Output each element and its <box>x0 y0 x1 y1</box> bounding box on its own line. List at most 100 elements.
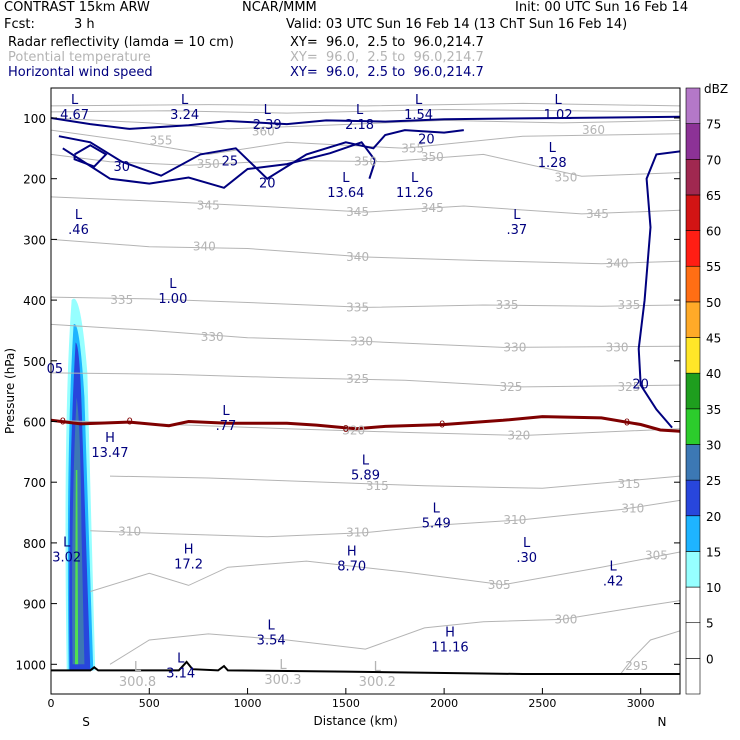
y-tick-label: 400 <box>23 294 46 308</box>
theta-contour-label: 310 <box>118 524 141 538</box>
field-name-wind: Horizontal wind speed <box>8 65 153 80</box>
colorbar-label: 25 <box>706 474 721 488</box>
org-label: NCAR/MMM <box>242 0 317 15</box>
colorbar-label: 30 <box>706 438 721 452</box>
extremum-value: 300.8 <box>119 675 156 690</box>
colorbar-unit: dBZ <box>704 82 728 96</box>
x-end-label-south: S <box>82 715 90 729</box>
extremum-marker: L <box>513 208 521 223</box>
freezing-level-label: 0 <box>60 417 66 428</box>
colorbar-label: 15 <box>706 545 721 559</box>
theta-contour-label: 335 <box>346 300 369 314</box>
colorbar-label: 70 <box>706 153 721 167</box>
extremum-marker: L <box>75 208 83 223</box>
freezing-level-line <box>51 415 680 433</box>
theta-contour-label: 350 <box>555 170 578 184</box>
y-tick-label: 800 <box>23 537 46 551</box>
x-tick-label: 3000 <box>627 697 655 710</box>
extremum-marker: L <box>222 404 230 419</box>
theta-contour-label: 335 <box>617 298 640 312</box>
y-tick-label: 700 <box>23 476 46 490</box>
field-xy-wind: XY= 96.0, 2.5 to 96.0,214.7 <box>290 65 484 80</box>
theta-contour-label: 340 <box>346 250 369 264</box>
theta-contour-line <box>51 108 680 114</box>
extremum-marker: L <box>279 658 287 673</box>
wind-speed-contours <box>51 115 680 429</box>
theta-contour-label: 300 <box>555 612 578 626</box>
theta-contour-label: 360 <box>252 124 275 138</box>
theta-contour-label: 330 <box>606 340 629 354</box>
extremum-marker: L <box>555 93 563 108</box>
colorbar-swatch <box>685 265 701 303</box>
x-tick-label: 1000 <box>234 697 262 710</box>
freezing-level-label: 0 <box>126 417 132 428</box>
field-xy-theta: XY= 96.0, 2.5 to 96.0,214.7 <box>290 50 484 65</box>
colorbar-swatch <box>685 444 701 481</box>
model-title: CONTRAST 15km ARW <box>4 0 150 15</box>
theta-contour-label: 355 <box>401 141 424 155</box>
theta-contour-label: 310 <box>621 501 644 515</box>
extremum-value: 5.89 <box>351 469 380 484</box>
theta-contour-label: 335 <box>496 298 519 312</box>
y-tick-label: 200 <box>23 173 46 187</box>
x-axis-title: Distance (km) <box>314 714 398 728</box>
theta-contour-label: 320 <box>507 428 530 442</box>
theta-contour-line <box>51 372 680 388</box>
extremum-value: 13.64 <box>327 186 364 201</box>
extremum-value: 11.26 <box>396 186 433 201</box>
colorbar-label: 55 <box>706 260 721 274</box>
colorbar-label: 0 <box>706 652 714 666</box>
freezing-level-label: 0 <box>343 424 349 435</box>
extremum-value: 1.00 <box>158 292 187 307</box>
extremum-marker: L <box>433 502 441 517</box>
colorbar-label: 10 <box>706 581 721 595</box>
extremum-value: .37 <box>507 223 528 238</box>
extremum-marker: L <box>134 660 142 675</box>
extremum-marker: H <box>105 431 115 446</box>
x-tick-label: 2000 <box>430 697 458 710</box>
init-time: Init: 00 UTC Sun 16 Feb 14 <box>515 0 689 15</box>
x-end-label-north: N <box>658 715 667 729</box>
extremum-value: 3.14 <box>166 667 195 682</box>
y-tick-label: 100 <box>23 112 46 126</box>
colorbar-swatch <box>685 372 701 410</box>
extremum-marker: H <box>445 625 455 640</box>
field-name-theta: Potential temperature <box>8 50 151 65</box>
wind-contour-line <box>73 144 108 168</box>
extremum-value: 3.02 <box>52 551 81 566</box>
theta-contour-label: 330 <box>350 334 373 348</box>
freezing-level-contour <box>51 415 680 433</box>
y-axis-title: Pressure (hPa) <box>3 348 17 434</box>
colorbar-swatch <box>685 123 701 160</box>
extremum-value: 13.47 <box>91 446 128 461</box>
colorbar-label: 60 <box>706 225 721 239</box>
extremum-marker: L <box>342 171 350 186</box>
colorbar-swatch <box>685 515 701 552</box>
freezing-level-label: 0 <box>439 420 445 431</box>
colorbar-swatch <box>685 337 701 374</box>
extremum-marker: L <box>523 536 531 551</box>
y-tick-label: 500 <box>23 355 46 369</box>
theta-contours <box>51 102 680 674</box>
extremum-value: 8.70 <box>337 560 366 575</box>
colorbar-swatch <box>685 551 701 588</box>
theta-contour-line <box>109 600 680 665</box>
extremum-value: 1.28 <box>538 156 567 171</box>
theta-contour-label: 345 <box>421 201 444 215</box>
colorbar: 0 5 10 15 20 25 30 35 40 45 50 55 60 65 70 75 dBZ <box>685 82 728 695</box>
extremum-marker: L <box>356 103 364 118</box>
wind-contour-label: 20 <box>418 133 435 148</box>
theta-contour-label: 335 <box>110 293 133 307</box>
x-tick-label: 0 <box>48 697 55 710</box>
refl-shade-30dbz <box>74 470 79 665</box>
extremum-marker: L <box>415 93 423 108</box>
extremum-marker: L <box>71 93 79 108</box>
theta-contour-line <box>51 238 680 265</box>
x-tick-label: 1500 <box>332 697 360 710</box>
theta-contour-line <box>109 475 680 489</box>
extremum-value: 2.18 <box>345 118 374 133</box>
theta-contour-label: 315 <box>366 479 389 493</box>
theta-contour-label: 340 <box>606 257 629 271</box>
y-tick-label: 300 <box>23 233 46 247</box>
